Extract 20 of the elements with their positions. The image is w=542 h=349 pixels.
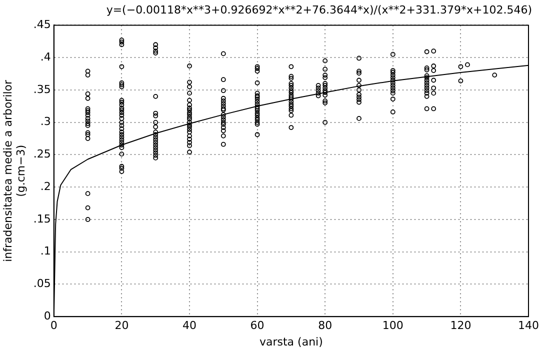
y-axis-title: infradensitatea medie a arborilor (g.cm−3) xyxy=(1,79,28,262)
y-tick-label: .05 xyxy=(33,277,51,290)
x-tick-label: 40 xyxy=(182,319,196,332)
x-axis-title: varsta (ani) xyxy=(259,335,323,348)
y-tick-label: .35 xyxy=(33,82,51,96)
x-tick-label: 100 xyxy=(382,319,404,332)
x-tick-label: 60 xyxy=(250,319,264,332)
y-tick-label: .2 xyxy=(40,180,51,193)
y-tick-label: .25 xyxy=(33,148,51,161)
chart-title: y=(−0.00118*x**3+0.926692*x**2+76.3644*x)/(x**2+331.379*x+102.546) xyxy=(106,3,532,16)
y-tick-label: 0 xyxy=(44,309,51,322)
y-tick-label: .45 xyxy=(33,18,51,32)
x-tick-label: 140 xyxy=(518,319,539,332)
x-tick-label: 20 xyxy=(114,319,129,332)
y-tick-label: .1 xyxy=(40,244,51,258)
x-tick-label: 80 xyxy=(318,319,332,332)
y-tick-label: .3 xyxy=(40,115,51,128)
y-tick-label: .15 xyxy=(33,212,51,226)
y-tick-label: .4 xyxy=(40,50,51,64)
x-tick-label: 120 xyxy=(450,319,472,332)
